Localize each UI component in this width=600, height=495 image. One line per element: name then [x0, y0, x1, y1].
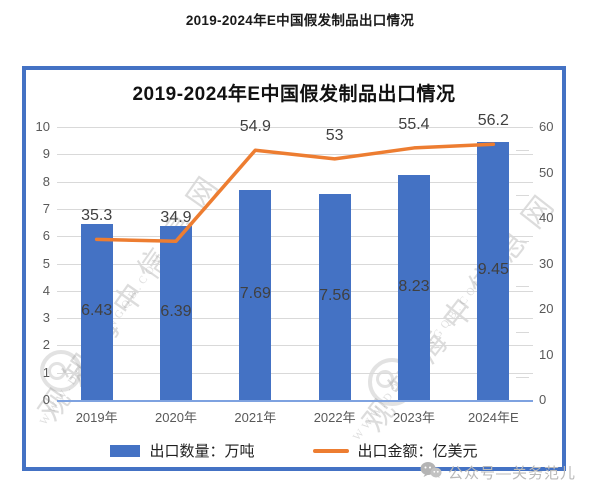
- grid-line: [57, 345, 533, 347]
- bar: [318, 193, 351, 400]
- x-axis-label: 2024年E: [468, 410, 519, 425]
- grid-line: [57, 181, 533, 183]
- grid-line: [57, 236, 533, 238]
- grid-line: [57, 208, 533, 210]
- bar-value-label: 7.56: [319, 286, 351, 304]
- right-axis-minor-tick: [516, 331, 529, 333]
- bar-value-label: 6.43: [81, 302, 113, 320]
- line-point-label: 34.9: [160, 209, 192, 227]
- left-axis-tick: 8: [42, 173, 50, 189]
- trend-line: [94, 142, 496, 243]
- bar-series-swatch: [110, 444, 141, 457]
- right-axis-minor-tick: [516, 240, 529, 242]
- left-axis-tick: 7: [42, 200, 50, 216]
- chart-title: 2019-2024年E中国假发制品出口情况: [132, 84, 456, 105]
- right-axis-minor-tick: [516, 286, 529, 288]
- right-axis-minor-tick: [516, 195, 529, 197]
- right-axis-minor-tick: [516, 149, 529, 151]
- right-axis-tick: 40: [539, 210, 554, 225]
- legend-item-export-volume: 出口数量：万吨: [110, 440, 255, 461]
- plot-area: 0 1 2 3 4 5 6 7 8 9 10 0 10 20 30 40 50 60 2019年 2020年 2021年…: [36, 112, 554, 425]
- right-axis-tick: 20: [539, 301, 554, 316]
- right-axis-minor-tick: [516, 377, 529, 379]
- grid-line: [57, 290, 533, 292]
- left-axis-tick: 1: [42, 364, 50, 380]
- grid-line: [57, 263, 533, 265]
- bar-value-label: 6.39: [160, 302, 192, 320]
- left-axis-tick: 2: [42, 337, 50, 353]
- line-point-label: 56.2: [477, 112, 509, 130]
- wechat-icon: [420, 461, 442, 484]
- page-title: 2019-2024年E中国假发制品出口情况: [185, 13, 415, 28]
- bar: [160, 225, 192, 400]
- x-axis-label: 2021年: [234, 410, 277, 425]
- legend-label-volume: 出口数量：万吨: [149, 444, 255, 460]
- left-axis-tick: 6: [42, 228, 50, 244]
- watermark-logo-icon: [40, 350, 82, 392]
- x-axis-label: 2019年: [75, 410, 118, 425]
- bar-value-label: 7.69: [239, 285, 271, 303]
- legend-label-value: 出口金额：亿美元: [357, 444, 478, 460]
- bar: [398, 175, 430, 400]
- wechat-footer: 公众号—关务范儿: [420, 461, 576, 484]
- right-axis-tick: 50: [539, 164, 554, 180]
- left-axis-tick: 4: [42, 282, 50, 298]
- grid-line: [57, 372, 533, 374]
- line-point-label: 53: [325, 126, 344, 144]
- bar: [80, 224, 113, 400]
- bar: [477, 142, 510, 400]
- left-axis-tick: 3: [42, 310, 50, 326]
- left-axis-tick: 0: [42, 392, 50, 407]
- bar-value-label: 9.45: [477, 261, 509, 278]
- x-axis-label: 2022年: [313, 410, 356, 425]
- right-axis-tick: 30: [539, 255, 554, 271]
- right-axis-tick: 60: [539, 119, 554, 134]
- line-point-label: 35.3: [81, 207, 113, 225]
- left-axis-tick: 10: [35, 119, 50, 134]
- line-series-swatch: [312, 448, 349, 453]
- grid-line: [57, 400, 533, 402]
- line-point-label: 54.9: [239, 118, 271, 136]
- grid-line: [57, 127, 533, 128]
- legend: 出口数量：万吨 出口金额：亿美元: [26, 440, 562, 461]
- grid-line: [57, 318, 533, 320]
- line-point-label: 55.4: [398, 115, 430, 133]
- bar-value-label: 8.23: [398, 277, 430, 295]
- bar: [239, 190, 272, 400]
- right-axis-tick: 0: [539, 392, 547, 407]
- right-axis-tick: 10: [539, 346, 554, 362]
- chart-frame: 观知海中信息网 WWW.DONGFANGQB.COM 观知海中信息网 WWW.D…: [22, 66, 568, 471]
- x-axis-label: 2020年: [155, 410, 197, 425]
- left-axis-tick: 5: [42, 255, 50, 271]
- wechat-account-label: 公众号—关务范儿: [448, 465, 577, 482]
- left-axis-tick: 9: [42, 146, 50, 162]
- x-axis-label: 2023年: [393, 410, 435, 425]
- legend-item-export-value: 出口金额：亿美元: [312, 440, 478, 461]
